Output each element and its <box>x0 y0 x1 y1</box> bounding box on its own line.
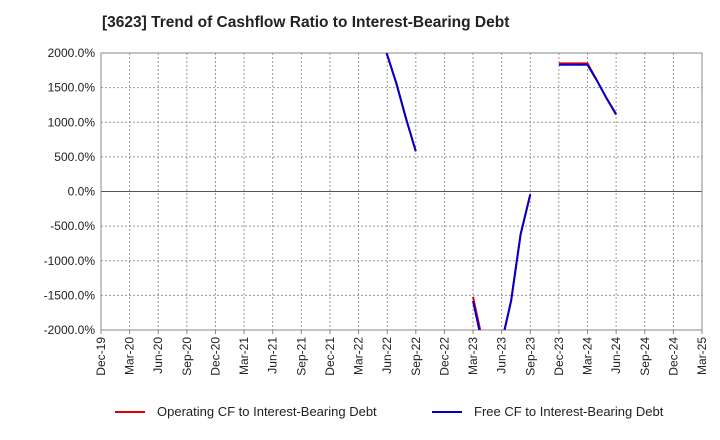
chart-title: [3623] Trend of Cashflow Ratio to Intere… <box>102 14 510 31</box>
y-tick-label: -1500.0% <box>44 288 96 302</box>
y-tick-label: 500.0% <box>54 150 95 164</box>
x-tick-label: Jun-21 <box>266 337 280 374</box>
y-tick-label: 1000.0% <box>48 115 96 129</box>
x-tick-label: Jun-24 <box>609 337 623 374</box>
x-tick-label: Mar-25 <box>695 337 709 375</box>
x-tick-label: Jun-23 <box>495 337 509 374</box>
x-tick-label: Jun-20 <box>151 337 165 374</box>
x-tick-label: Sep-20 <box>180 337 194 376</box>
x-tick-label: Mar-21 <box>237 337 251 375</box>
legend-label-operating-cf: Operating CF to Interest-Bearing Debt <box>157 404 377 419</box>
legend: Operating CF to Interest-Bearing Debt Fr… <box>0 404 720 426</box>
x-tick-label: Mar-22 <box>352 337 366 375</box>
x-tick-label: Mar-23 <box>466 337 480 375</box>
legend-swatch-operating-cf <box>115 410 145 413</box>
x-tick-label: Dec-22 <box>437 337 451 376</box>
x-tick-label: Dec-23 <box>552 337 566 376</box>
x-tick-label: Sep-21 <box>294 337 308 376</box>
plot-border <box>100 52 703 331</box>
x-tick-label: Mar-24 <box>581 337 595 375</box>
legend-label-free-cf: Free CF to Interest-Bearing Debt <box>474 404 664 419</box>
y-tick-label: 2000.0% <box>48 46 96 60</box>
y-tick-label: -500.0% <box>50 219 95 233</box>
y-tick-label: 0.0% <box>68 185 96 199</box>
x-tick-label: Dec-24 <box>666 337 680 376</box>
x-tick-label: Dec-20 <box>208 337 222 376</box>
y-tick-label: -2000.0% <box>44 323 96 337</box>
x-tick-label: Sep-24 <box>638 337 652 376</box>
x-tick-label: Dec-19 <box>94 337 108 376</box>
legend-swatch-free-cf <box>432 410 462 413</box>
legend-item-free-cf: Free CF to Interest-Bearing Debt <box>432 404 663 419</box>
x-tick-label: Mar-20 <box>123 337 137 375</box>
x-tick-label: Dec-21 <box>323 337 337 376</box>
y-tick-label: -1000.0% <box>44 254 96 268</box>
y-tick-label: 1500.0% <box>48 81 96 95</box>
x-tick-label: Sep-22 <box>409 337 423 376</box>
series-line-free-cf <box>385 53 617 330</box>
x-tick-label: Sep-23 <box>523 337 537 376</box>
x-tick-label: Jun-22 <box>380 337 394 374</box>
legend-item-operating-cf: Operating CF to Interest-Bearing Debt <box>115 404 377 419</box>
